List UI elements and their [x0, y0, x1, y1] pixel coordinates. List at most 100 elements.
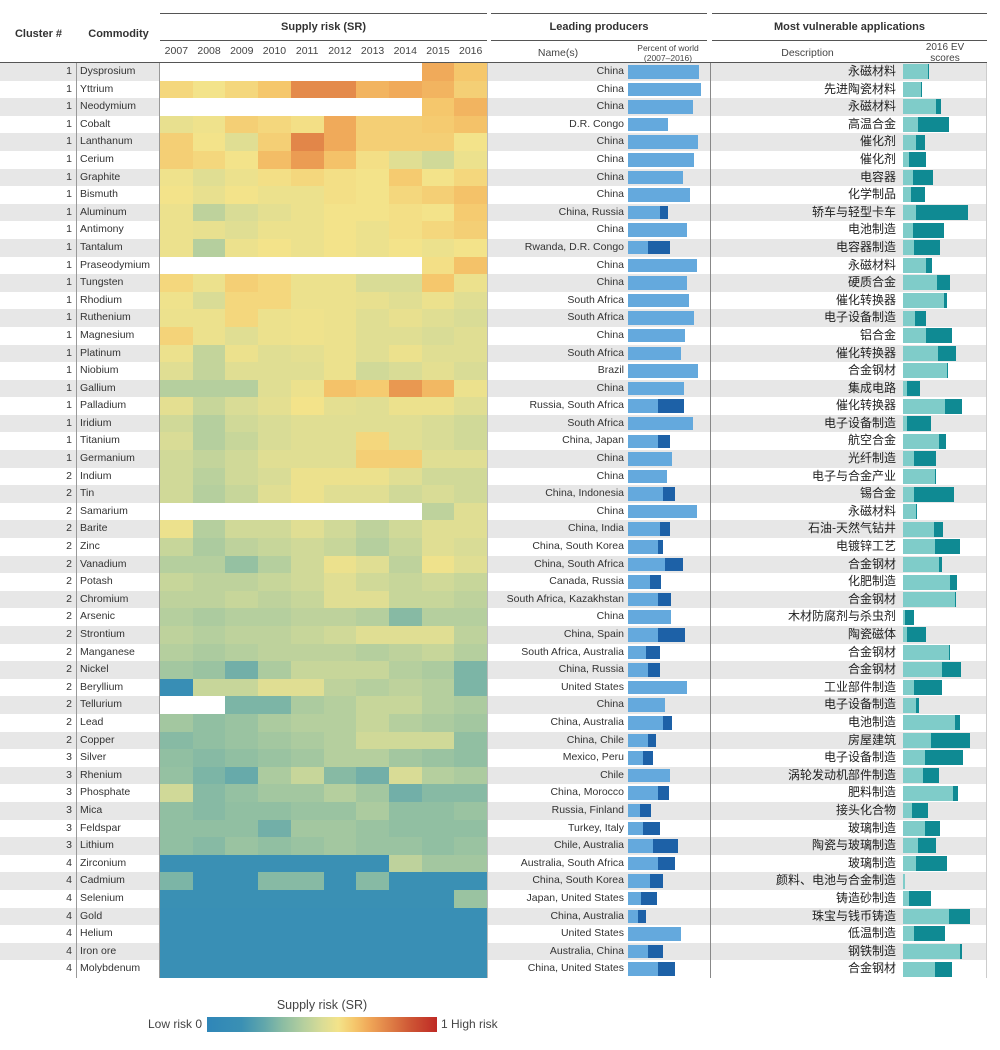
sr-heat-cells — [160, 854, 488, 873]
ev-bar-dark — [934, 961, 953, 977]
sr-cell — [290, 573, 324, 591]
ev-score-bar — [903, 133, 987, 151]
application-description-cell: 合金钢材 — [710, 555, 903, 574]
sr-cell — [323, 362, 357, 380]
sr-cell — [258, 450, 291, 468]
ev-bar-dark — [925, 257, 932, 273]
producer-percent-bar — [628, 362, 710, 380]
commodity-cell: Lead — [77, 713, 160, 732]
application-description-cell: 低温制造 — [710, 925, 903, 943]
sr-cell — [388, 291, 422, 310]
sr-heat-cells — [160, 432, 488, 451]
producer-bar-primary — [628, 399, 659, 413]
table-row: 1 Titanium China, Japan 航空合金 — [0, 432, 987, 451]
sr-cell — [258, 186, 291, 204]
commodity-cell: Magnesium — [77, 326, 160, 345]
sr-cell — [323, 643, 357, 662]
sr-cell — [225, 326, 259, 345]
sr-cell — [323, 696, 357, 714]
sr-cell — [225, 731, 259, 750]
application-description-cell: 催化转换器 — [710, 291, 903, 310]
sr-cell — [258, 291, 291, 310]
ev-bar-dark — [938, 345, 957, 361]
sr-heat-cells — [160, 837, 488, 855]
sr-cell — [388, 168, 422, 187]
producer-bar-primary — [628, 205, 660, 220]
sr-cell — [160, 573, 193, 591]
commodity-cell: Niobium — [77, 362, 160, 380]
cluster-cell: 2 — [0, 661, 77, 679]
producer-bar-primary — [628, 909, 638, 924]
application-description-cell: 硬质合金 — [710, 274, 903, 292]
sr-cell — [290, 203, 324, 222]
sr-cell — [421, 467, 455, 486]
cluster-cell: 2 — [0, 713, 77, 732]
ev-bar-light — [903, 644, 949, 660]
sr-cell — [258, 643, 291, 662]
sr-cell — [258, 872, 291, 890]
producer-percent-bar — [628, 590, 710, 609]
sr-cell — [323, 784, 357, 802]
year-label: 2010 — [262, 45, 287, 57]
application-description-cell: 铸造砂制造 — [710, 889, 903, 908]
sr-cell — [388, 819, 422, 838]
ev-bar-light — [903, 574, 950, 590]
commodity-cell: Strontium — [77, 626, 160, 644]
ev-bar-light — [903, 81, 922, 97]
producer-bar-secondary — [642, 751, 654, 765]
sr-heat-cells — [160, 590, 488, 609]
sr-cell — [290, 238, 324, 257]
sr-cell — [454, 696, 488, 714]
sr-cell — [454, 608, 488, 626]
application-description-cell: 化学制品 — [710, 186, 903, 204]
table-row: 1 Palladium Russia, South Africa 催化转换器 — [0, 397, 987, 415]
sr-cell — [454, 731, 488, 750]
ev-bar-dark — [936, 275, 950, 291]
ev-bar-dark — [949, 574, 958, 590]
producer-bar-primary — [628, 540, 659, 554]
sr-cell — [356, 907, 389, 926]
cluster-cell: 1 — [0, 326, 77, 345]
ev-bar-light — [903, 205, 917, 221]
cluster-cell: 2 — [0, 696, 77, 714]
sr-cell — [258, 819, 291, 838]
year-label: 2013 — [360, 45, 385, 57]
sr-cell — [290, 150, 324, 169]
sr-heat-cells — [160, 872, 488, 890]
producer-percent-bar — [628, 257, 710, 275]
sr-heat-cells — [160, 678, 488, 697]
sr-cell — [388, 608, 422, 626]
commodity-cell: Titanium — [77, 432, 160, 451]
producer-name-cell: China, Russia — [487, 661, 628, 679]
sr-heat-cells — [160, 661, 488, 679]
sr-cell — [454, 889, 488, 908]
producer-name-cell: China — [487, 186, 628, 204]
commodity-cell: Zinc — [77, 538, 160, 556]
producer-name-cell: South Africa — [487, 291, 628, 310]
sr-cell — [192, 291, 226, 310]
ev-bar-dark — [954, 592, 957, 608]
sr-cell — [192, 854, 226, 873]
sr-cell — [388, 520, 422, 539]
commodity-cell: Antimony — [77, 221, 160, 239]
sr-cell — [290, 274, 324, 292]
ev-bar-light — [903, 697, 917, 713]
ev-score-bar — [903, 854, 987, 873]
sr-cell — [290, 731, 324, 750]
sr-cell — [160, 150, 193, 169]
sr-cell — [290, 696, 324, 714]
sr-heat-cells — [160, 520, 488, 539]
sr-cell — [323, 80, 357, 99]
sr-cell — [225, 344, 259, 363]
producer-percent-bar — [628, 890, 710, 908]
commodity-cell: Ruthenium — [77, 309, 160, 327]
sr-cell — [323, 326, 357, 345]
sr-cell — [421, 414, 455, 433]
ev-score-bar — [903, 766, 987, 785]
commodity-cell: Tin — [77, 485, 160, 503]
ev-bar-light — [903, 257, 926, 273]
commodity-cell: Helium — [77, 925, 160, 943]
application-description-cell: 木材防腐剂与杀虫剂 — [710, 608, 903, 626]
sr-heat-cells — [160, 98, 488, 116]
ev-bar-dark — [913, 451, 936, 467]
